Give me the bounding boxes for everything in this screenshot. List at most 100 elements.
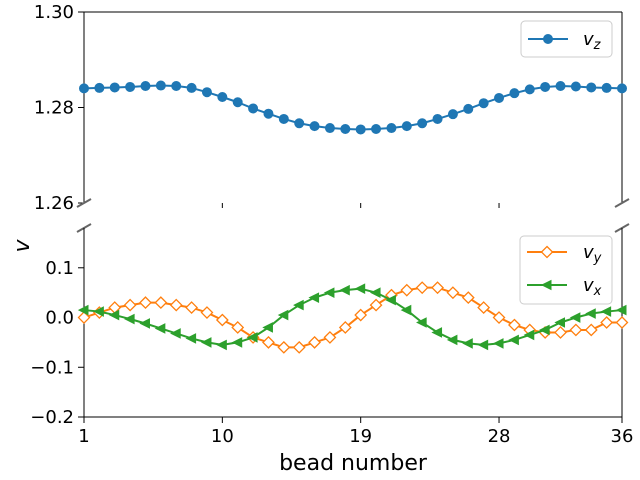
data-point-v-y: [569, 323, 583, 337]
x-tick-label: 36: [611, 426, 634, 447]
data-point-v-y: [200, 306, 214, 319]
data-point-v-y: [308, 335, 321, 349]
data-point-v-x: [385, 294, 396, 306]
data-point-v-x: [339, 284, 350, 296]
data-point-v-z: [125, 81, 136, 92]
top-y-tick-label: 1.26: [34, 193, 74, 214]
data-point-v-x: [615, 304, 627, 316]
data-point-v-z: [109, 82, 120, 93]
data-point-v-z: [217, 91, 228, 102]
data-point-v-y: [292, 340, 306, 354]
data-point-v-x: [600, 306, 612, 317]
top-legend-marker: [543, 34, 553, 44]
data-point-v-y: [323, 331, 337, 344]
data-point-v-x: [200, 337, 212, 348]
data-point-v-x: [246, 332, 258, 343]
data-point-v-z: [140, 81, 151, 92]
data-point-v-y: [139, 296, 152, 310]
data-point-v-z: [294, 118, 305, 129]
data-point-v-y: [369, 298, 383, 312]
data-point-v-y: [215, 313, 229, 327]
data-point-v-y: [554, 326, 567, 339]
top-legend-label: vz: [583, 29, 602, 53]
data-point-v-x: [569, 312, 581, 323]
data-point-v-y: [77, 311, 91, 324]
data-point-v-z: [309, 121, 320, 132]
data-point-v-y: [277, 340, 291, 354]
data-point-v-y: [446, 286, 460, 300]
data-point-v-x: [354, 283, 366, 294]
data-point-v-y: [507, 318, 521, 332]
data-point-v-z: [94, 82, 105, 93]
data-point-v-y: [154, 296, 168, 310]
data-point-v-z: [555, 81, 566, 92]
data-point-v-x: [108, 309, 120, 321]
data-point-v-y: [461, 291, 475, 305]
data-point-v-z: [432, 113, 443, 124]
axis-break-marks: [76, 198, 630, 233]
data-point-v-z: [186, 82, 197, 93]
bottom-legend-marker-vx: [540, 279, 552, 291]
data-point-v-x: [523, 329, 535, 341]
x-axis-title: bead number: [279, 451, 428, 476]
data-point-v-z: [263, 108, 274, 119]
data-point-v-z: [447, 109, 458, 120]
data-point-v-x: [123, 313, 135, 325]
data-point-v-z: [586, 82, 597, 93]
data-point-v-y: [338, 321, 352, 334]
data-point-v-y: [477, 301, 491, 314]
data-point-v-x: [492, 338, 504, 349]
data-point-v-z: [201, 87, 212, 98]
data-point-v-y: [584, 323, 598, 337]
x-tick-label: 10: [211, 426, 234, 447]
data-point-v-x: [308, 292, 320, 303]
data-point-v-y: [415, 281, 429, 295]
bottom-y-tick-label: −0.2: [30, 407, 74, 428]
top-legend: vz: [520, 20, 613, 58]
data-point-v-x: [369, 287, 381, 298]
data-point-v-z: [340, 123, 351, 134]
data-point-v-x: [554, 317, 566, 328]
data-point-v-x: [216, 339, 227, 351]
data-point-v-z: [79, 83, 89, 94]
bottom-y-tick-label: 0.0: [45, 308, 74, 329]
data-point-v-x: [277, 309, 289, 321]
data-point-v-x: [185, 333, 197, 344]
data-point-v-x: [77, 304, 89, 316]
x-tick-label: 19: [349, 426, 372, 447]
data-point-v-x: [539, 324, 550, 336]
data-point-v-z: [248, 103, 259, 114]
data-point-v-z: [232, 97, 243, 108]
data-point-v-x: [416, 317, 427, 328]
data-point-v-y: [169, 298, 183, 312]
data-point-v-z: [401, 121, 412, 132]
data-point-v-z: [524, 84, 535, 95]
data-point-v-y: [123, 298, 137, 312]
data-point-v-x: [431, 327, 443, 338]
series-line-v-z: [83, 84, 623, 131]
data-point-v-x: [231, 337, 243, 348]
data-point-v-x: [170, 328, 181, 339]
data-point-v-x: [477, 339, 489, 351]
data-point-v-x: [154, 323, 166, 334]
data-point-v-y: [492, 311, 506, 324]
data-point-v-z: [371, 123, 382, 134]
bottom-legend-label-vy: vy: [583, 242, 602, 266]
data-point-v-z: [540, 81, 551, 92]
data-point-v-x: [293, 299, 304, 311]
data-point-v-z: [171, 81, 182, 92]
data-point-v-z: [355, 124, 366, 135]
data-point-v-x: [508, 334, 519, 346]
data-point-v-z: [155, 80, 166, 91]
data-point-v-z: [601, 82, 612, 93]
data-point-v-z: [478, 98, 489, 109]
bottom-x-ticks: 1 10 19 28 36: [78, 417, 633, 447]
data-point-v-z: [494, 92, 505, 103]
data-point-v-y: [262, 335, 275, 349]
x-tick-label: 1: [78, 426, 89, 447]
data-point-v-x: [323, 287, 335, 298]
data-point-v-y: [615, 316, 629, 329]
data-point-v-y: [185, 301, 199, 314]
data-point-v-x: [400, 304, 412, 316]
